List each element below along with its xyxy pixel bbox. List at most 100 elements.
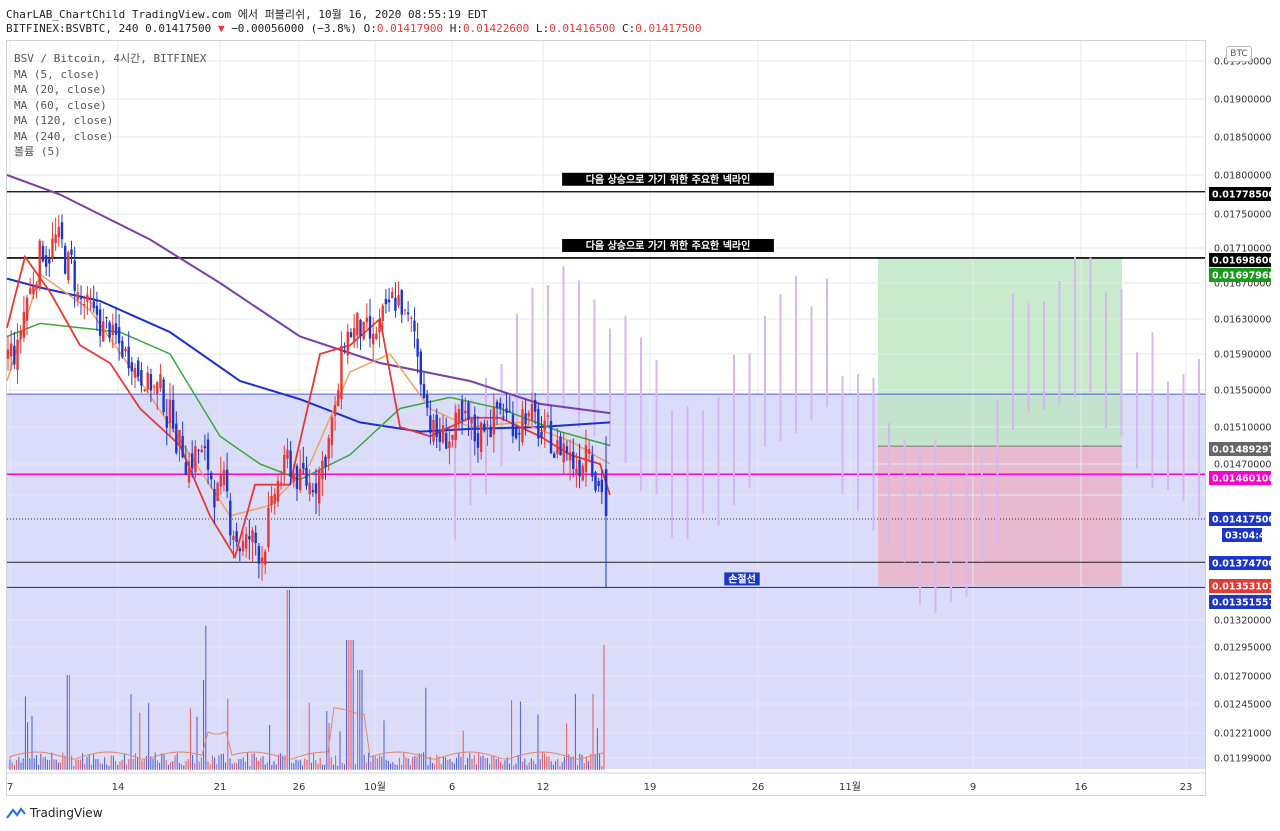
candle-body [549,421,553,454]
candle-body [254,532,257,543]
candle-body [108,322,111,338]
candle-body [359,319,362,337]
candle-body [6,349,10,359]
candle-body [308,482,311,495]
candle-body [432,419,435,442]
candle-body [511,414,515,437]
y-tick-label: 0.01470000 [1214,460,1271,471]
x-tick-label: 19 [644,782,657,793]
candle-body [470,418,473,424]
price-tag: 0.01417500 [1209,512,1275,526]
candle-body [387,299,391,303]
price-tag: 03:04:42 [1222,528,1272,542]
legend-ma120[interactable]: MA (120, close) [14,114,114,127]
y-tick-label: 0.01850000 [1214,133,1271,144]
candle-body [499,402,502,409]
price-tag-text: 03:04:42 [1225,531,1272,542]
candle-body [156,382,159,394]
candle-body [505,408,508,413]
candle-body [552,453,556,458]
candle-body [321,460,324,480]
candle-body [508,410,511,412]
legend-ma240[interactable]: MA (240, close) [14,129,114,143]
candle-body [591,454,594,477]
candle-body [200,449,203,453]
chart-frame[interactable] [6,40,1206,796]
candle-body [527,412,530,417]
candle-body [257,546,261,564]
x-tick-label: 7 [7,782,13,793]
price-tag-bg [1209,595,1271,609]
candle-body [403,309,407,311]
candle-body [13,345,16,365]
legend-ma60[interactable]: MA (60, close) [14,98,107,112]
candle-body [292,473,295,482]
volume-ma-line [9,707,605,760]
y-tick-label: 0.01295000 [1214,643,1271,654]
candle-body [556,440,559,454]
candle-body [422,383,426,398]
y-tick-label: 0.01950000 [1214,57,1271,68]
candle-body [438,432,442,443]
candle-body [260,557,264,564]
candle-body [79,298,83,300]
candle-body [130,362,134,372]
candle-body [502,416,505,418]
down-arrow-icon: ▼ [217,22,225,35]
candle-body [29,288,32,294]
candle-body [305,467,308,486]
candle-body [289,450,292,477]
price-tag-text: 0.01489297 [1212,445,1275,456]
last-price: 0.01417500 [145,22,212,35]
candle-body [445,433,448,449]
candle-body [76,292,80,300]
candle-body [581,465,584,481]
candle-body [244,534,248,549]
price-tag-text: 0.01778500 [1212,190,1275,201]
candle-body [406,312,410,315]
candle-body [521,409,524,443]
candle-body [38,240,41,288]
candle-body [190,453,194,469]
legend-ma20[interactable]: MA (20, close) [14,83,107,96]
candle-body [73,260,76,291]
candle-body [365,317,369,323]
candle-body [225,469,229,492]
candle-body [311,489,315,493]
ma20-line [6,273,611,517]
candle-body [413,320,416,332]
candle-body [171,400,175,429]
legend-volume[interactable]: 볼륨 (5) [14,145,61,158]
currency-badge[interactable]: BTC [1226,46,1252,62]
candle-body [467,402,470,420]
candle-body [314,483,318,494]
legend-ma5[interactable]: MA (5, close) [14,67,101,81]
candle-body [371,333,375,345]
candle-body [136,360,140,377]
x-tick-label: 16 [1075,782,1088,793]
candle-body [283,455,286,474]
logo-text: TradingView [30,806,103,820]
tradingview-logo[interactable]: TradingView [6,806,103,820]
candle-body [543,420,546,431]
candle-body [318,469,321,504]
candle-body [578,459,581,477]
x-tick-label: 11월 [839,781,861,793]
candle-body [337,390,340,407]
candle-body [298,468,302,490]
y-tick-label: 0.01630000 [1214,315,1271,326]
candle-body [327,437,330,459]
price-tag-text: 0.01353101 [1212,582,1275,593]
price-tag-bg [1209,442,1271,456]
candle-body [454,412,457,441]
candle-body [565,446,569,453]
candle-body [222,469,226,486]
y-tick-label: 0.01245000 [1214,700,1271,711]
candle-body [219,474,222,487]
candle-body [184,462,188,476]
target-zone [878,258,1122,447]
candle-body [584,445,588,473]
candle-body [356,312,359,336]
candle-body [232,535,235,541]
